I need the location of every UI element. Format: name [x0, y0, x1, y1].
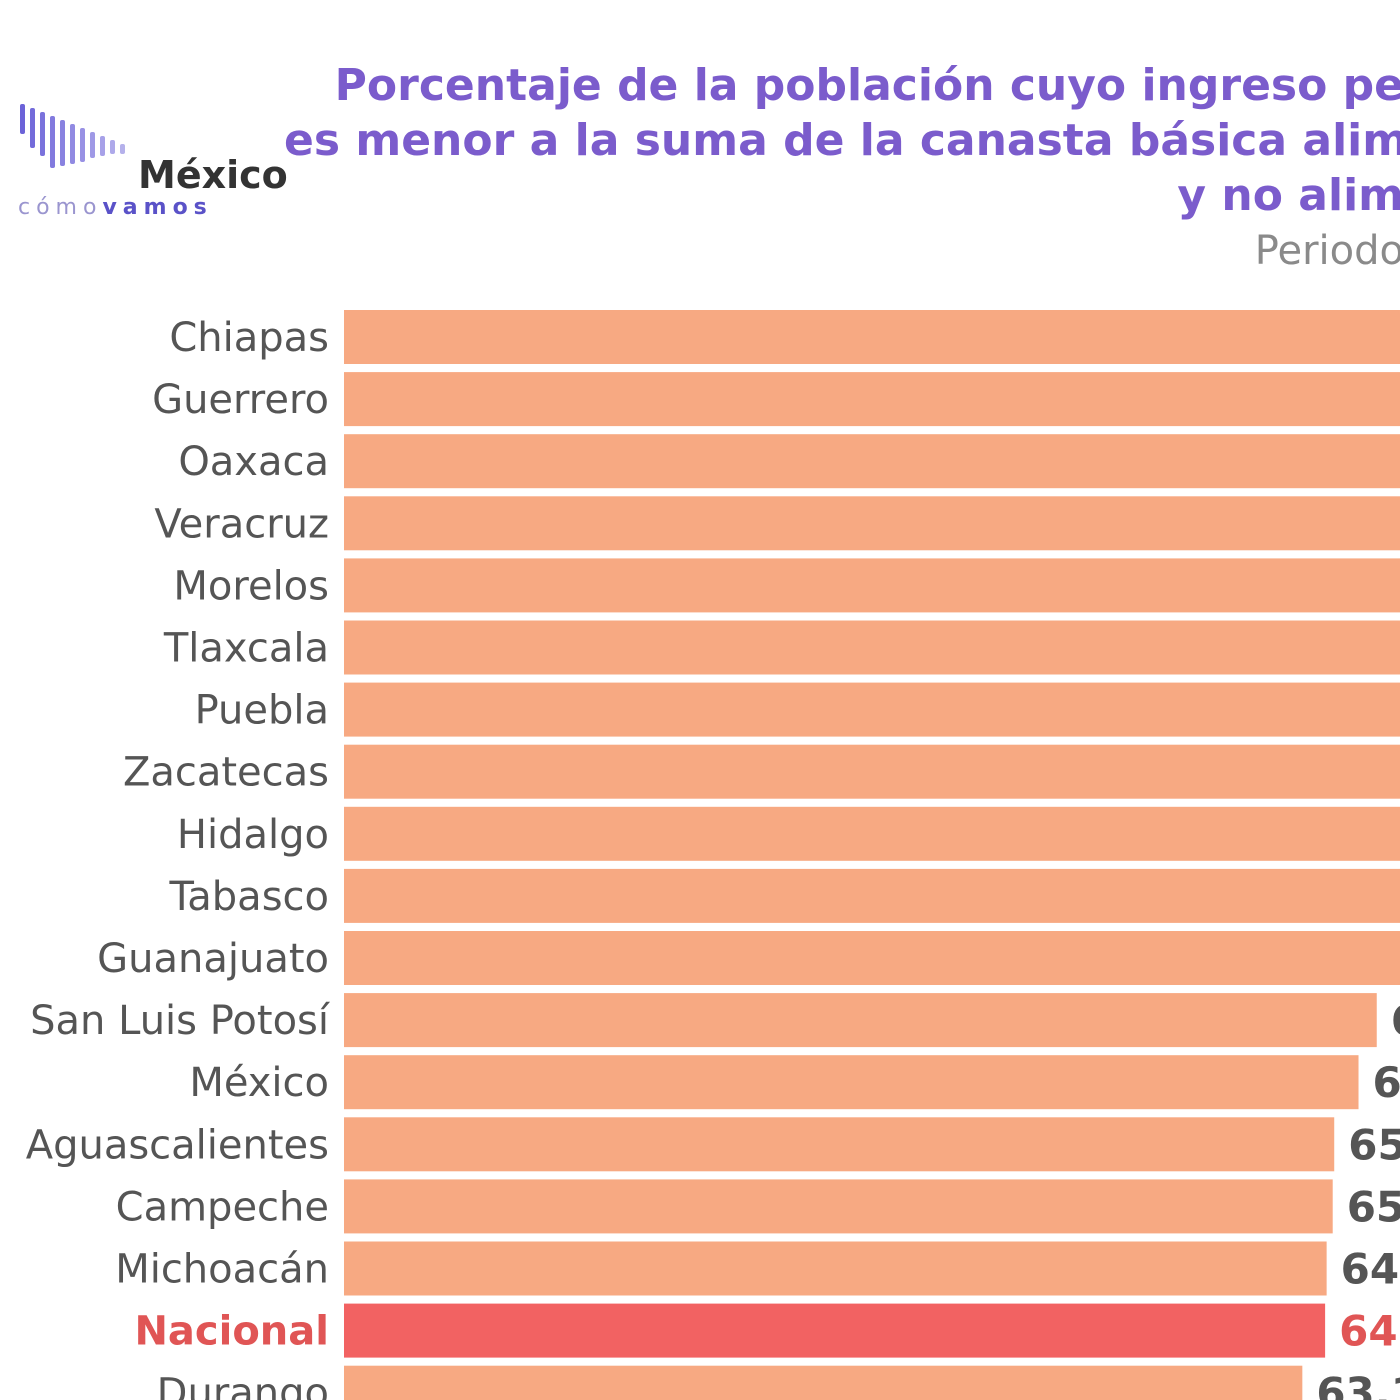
bar-michoac-n: [344, 1241, 1327, 1296]
value-label: 65.1%: [1347, 1182, 1400, 1231]
chart-title-line-3: y no alim: [1177, 170, 1400, 221]
bar-oaxaca: [344, 434, 1400, 489]
value-label: 68.0%: [1391, 996, 1400, 1045]
category-label: Zacatecas: [123, 750, 329, 796]
logo-bar: [30, 108, 35, 148]
logo-bar: [60, 120, 65, 166]
bar-chiapas: [344, 310, 1400, 364]
logo-tagline-light: cómo: [18, 195, 102, 220]
category-label: Tlaxcala: [163, 626, 329, 672]
logo-tagline: cómovamos: [18, 195, 213, 220]
logo-bar: [70, 124, 75, 164]
logo-bar: [110, 140, 115, 154]
category-label: México: [189, 1060, 329, 1106]
chart-title: Porcentaje de la población cuyo ingreso …: [284, 58, 1400, 223]
value-label: 63.1%: [1316, 1369, 1400, 1400]
category-label: Michoacán: [115, 1247, 329, 1293]
logo-bars: [20, 104, 125, 168]
logo-bar: [80, 128, 85, 162]
chart-subtitle: Periodo: [1254, 228, 1400, 274]
mexico-como-vamos-logo: México cómovamos: [14, 96, 314, 226]
chart-title-line-1: Porcentaje de la población cuyo ingreso …: [334, 60, 1400, 111]
logo-bar: [120, 144, 125, 154]
value-label: 66.8%: [1373, 1058, 1400, 1107]
bar-puebla: [344, 682, 1400, 737]
bar-durango: [344, 1365, 1303, 1400]
category-label: Guanajuato: [97, 936, 329, 982]
category-label: Veracruz: [154, 501, 329, 547]
category-label: Nacional: [134, 1309, 329, 1355]
logo-bar: [50, 116, 55, 168]
bar-san-luis-potos-: [344, 993, 1377, 1048]
bar-m-xico: [344, 1055, 1359, 1110]
category-label: Tabasco: [168, 874, 329, 920]
category-label: Guerrero: [152, 377, 329, 423]
category-label: Hidalgo: [177, 812, 329, 858]
bar-zacatecas: [344, 744, 1400, 799]
logo-graphic: México cómovamos: [18, 104, 288, 220]
bar-guerrero: [344, 372, 1400, 427]
bar-veracruz: [344, 496, 1400, 551]
value-label: 65.2%: [1348, 1120, 1400, 1169]
logo-bar: [100, 136, 105, 156]
logo-name: México: [138, 153, 288, 197]
category-label: San Luis Potosí: [30, 998, 331, 1044]
category-label: Puebla: [195, 688, 329, 734]
bar-aguascalientes: [344, 1117, 1335, 1172]
chart-title-line-2: es menor a la suma de la canasta básica …: [284, 115, 1400, 166]
bar-nacional: [344, 1303, 1326, 1358]
category-label: Aguascalientes: [26, 1122, 329, 1168]
category-label: Chiapas: [169, 315, 329, 361]
bar-guanajuato: [344, 931, 1400, 985]
bar-chart: ChiapasGuerrero80Oaxaca80Veracruz79.More…: [26, 310, 1400, 1400]
bar-tlaxcala: [344, 620, 1400, 675]
value-label: 64.6%: [1339, 1307, 1400, 1356]
bar-tabasco: [344, 868, 1400, 923]
bar-morelos: [344, 558, 1400, 613]
logo-bar: [90, 132, 95, 158]
category-label: Campeche: [116, 1184, 329, 1230]
value-label: 64.7%: [1341, 1245, 1400, 1294]
bar-campeche: [344, 1179, 1333, 1234]
logo-bar: [40, 112, 45, 156]
category-label: Durango: [157, 1371, 329, 1400]
category-label: Oaxaca: [178, 439, 329, 485]
category-label: Morelos: [173, 563, 329, 609]
bar-hidalgo: [344, 806, 1400, 861]
logo-tagline-bold: vamos: [102, 195, 212, 220]
logo-bar: [20, 104, 25, 134]
